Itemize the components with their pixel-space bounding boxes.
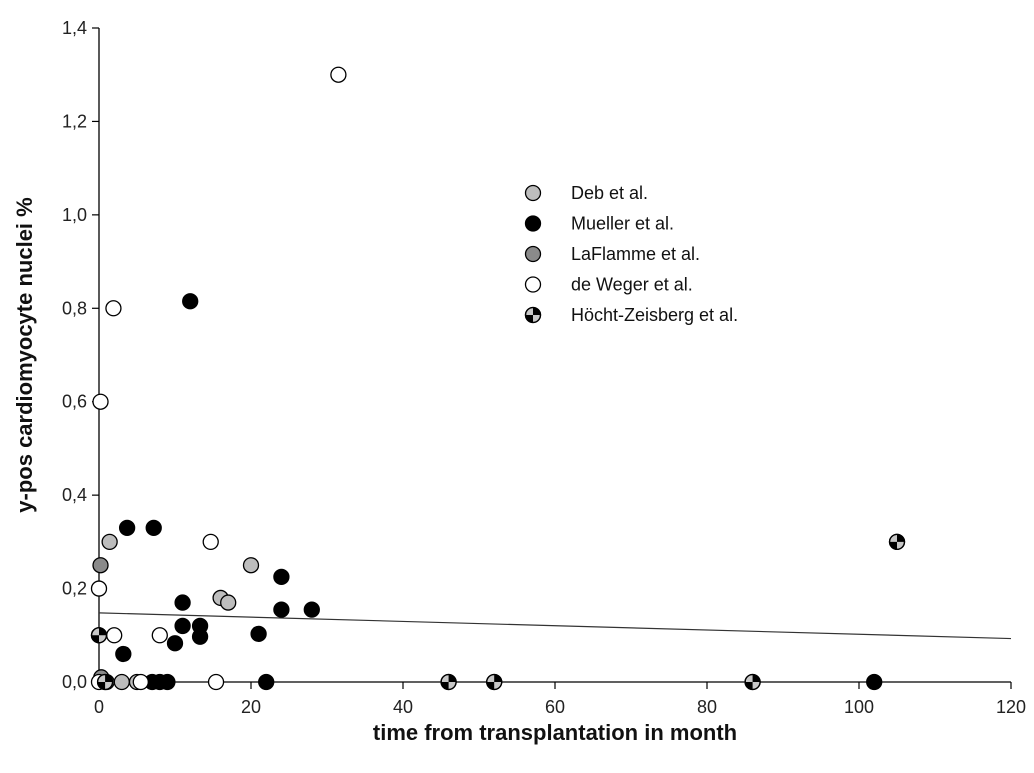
data-point (145, 519, 162, 536)
x-axis: 0 20 40 60 80 100 120 (94, 681, 1026, 717)
data-point (96, 673, 114, 691)
series-white (90, 66, 347, 691)
data-point (101, 533, 118, 551)
legend-marker (524, 276, 542, 293)
data-point (486, 673, 503, 691)
data-point (273, 568, 290, 586)
data-point (90, 580, 108, 597)
series-light-gray (98, 533, 260, 691)
legend-marker (524, 245, 542, 263)
data-point (174, 617, 191, 635)
data-point (273, 601, 290, 618)
x-tick-label: 0 (94, 697, 104, 717)
legend-marker (524, 184, 542, 202)
data-point (92, 557, 109, 574)
data-point (90, 627, 108, 644)
data-point (151, 627, 168, 644)
data-point (105, 300, 122, 317)
series-dark-gray (92, 557, 110, 686)
data-point (250, 625, 267, 643)
legend-marker (524, 306, 542, 324)
legend-item: Mueller et al. (524, 214, 674, 234)
y-tick-label: 1,0 (62, 205, 87, 225)
y-tick-label: 1,2 (62, 111, 87, 131)
legend-label: Höcht-Zeisberg et al. (571, 305, 738, 325)
x-tick-label: 60 (545, 697, 565, 717)
y-axis: 0,0 0,2 0,4 0,6 0,8 1,0 1,2 1,4 (62, 18, 100, 692)
x-tick-label: 80 (697, 697, 717, 717)
x-tick-label: 20 (241, 697, 261, 717)
y-tick-label: 0,0 (62, 672, 87, 692)
data-point (132, 673, 149, 691)
legend-label: Mueller et al. (571, 214, 674, 234)
legend-item: de Weger et al. (524, 275, 693, 295)
series-quartered (90, 533, 906, 691)
legend-item: LaFlamme et al. (524, 244, 700, 264)
data-point (888, 533, 906, 551)
data-point (113, 673, 130, 691)
legend-item: Höcht-Zeisberg et al. (524, 305, 738, 325)
x-tick-label: 100 (844, 697, 874, 717)
x-axis-title: time from transplantation in month (373, 720, 737, 745)
data-point (744, 673, 761, 691)
data-point (166, 635, 184, 652)
data-point (866, 673, 883, 691)
data-point (118, 519, 136, 536)
y-tick-label: 0,4 (62, 485, 87, 505)
legend-label: Deb et al. (571, 183, 648, 203)
data-point (106, 627, 123, 644)
y-tick-label: 1,4 (62, 18, 87, 38)
y-tick-label: 0,8 (62, 298, 87, 318)
data-point (207, 673, 225, 691)
y-axis-title: y-pos cardiomyocyte nuclei % (12, 197, 37, 512)
trend-line (98, 612, 1012, 640)
data-point (115, 645, 132, 663)
data-point (440, 673, 457, 691)
data-point (92, 393, 109, 410)
data-points (90, 66, 906, 691)
y-tick-label: 0,2 (62, 579, 87, 599)
x-tick-label: 120 (996, 697, 1026, 717)
data-point (242, 557, 260, 574)
x-tick-label: 40 (393, 697, 413, 717)
x-ticks: 0 20 40 60 80 100 120 (94, 682, 1026, 717)
data-point (159, 673, 176, 691)
data-point (330, 66, 347, 83)
data-point (182, 293, 199, 310)
data-point (303, 601, 320, 618)
legend-marker (524, 215, 542, 232)
y-ticks: 0,0 0,2 0,4 0,6 0,8 1,0 1,2 1,4 (62, 18, 99, 692)
data-point (220, 594, 237, 611)
legend-item: Deb et al. (524, 183, 648, 203)
legend-label: LaFlamme et al. (571, 244, 700, 264)
data-point (191, 628, 209, 645)
y-tick-label: 0,6 (62, 392, 87, 412)
series-black (115, 293, 883, 691)
legend-label: de Weger et al. (571, 275, 693, 295)
data-point (174, 594, 191, 611)
legend: Deb et al. Mueller et al. LaFlamme et al. d… (524, 183, 738, 325)
data-point (202, 533, 219, 551)
data-point (258, 673, 275, 691)
